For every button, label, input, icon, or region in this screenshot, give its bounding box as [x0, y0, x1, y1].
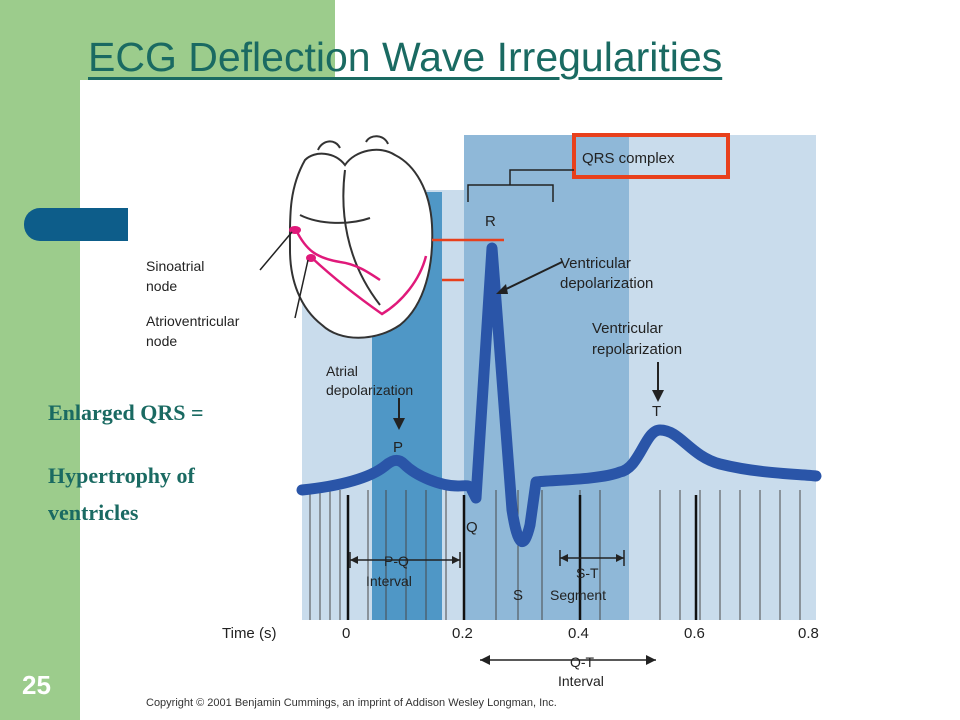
time-tick-0-4: 0.4 [568, 625, 589, 642]
body-line-hypertrophy: Hypertrophy of [48, 463, 195, 488]
qt-interval-label-1: Q-T [570, 654, 595, 670]
st-segment-label-1: S-T [576, 565, 599, 581]
qrs-bracket-stem [509, 169, 574, 185]
qt-arrow-right [646, 655, 656, 665]
st-segment-label-2: Segment [550, 587, 606, 603]
decorative-tab [24, 208, 128, 241]
heart-illustration [288, 135, 434, 339]
ventricular-depolarization-arrowhead [496, 284, 508, 294]
ventricular-depolarization-label-2: depolarization [560, 275, 653, 292]
atrial-depolarization-label-1: Atrial [326, 363, 358, 379]
pq-interval-label-1: P-Q [384, 553, 409, 569]
pq-arrow-right [452, 556, 460, 564]
qt-arrow-left [480, 655, 490, 665]
ventricular-repolarization-label-2: repolarization [592, 341, 682, 358]
s-wave-label: S [513, 587, 523, 604]
time-axis-label: Time (s) [222, 625, 276, 642]
ecg-figure: QRS complex R P Q S T Ventricular depola… [140, 130, 840, 714]
body-line-enlarged-qrs: Enlarged QRS = [48, 400, 204, 425]
pq-interval-label-2: Interval [366, 573, 412, 589]
major-grid-lines [346, 495, 698, 620]
qrs-band [464, 135, 629, 620]
ventricular-repolarization-arrowhead [652, 390, 664, 402]
top-accent-band [0, 0, 335, 80]
slide-title: ECG Deflection Wave Irregularities [88, 34, 723, 80]
sinoatrial-node-label-2: node [146, 278, 177, 294]
atrioventricular-node-label-2: node [146, 333, 177, 349]
time-tick-0-6: 0.6 [684, 625, 705, 642]
sinoatrial-node-label-1: Sinoatrial [146, 258, 204, 274]
st-arrow-right [616, 554, 624, 562]
atrioventricular-node-label-1: Atrioventricular [146, 313, 240, 329]
p-wave-label: P [393, 439, 403, 456]
sinoatrial-pointer [259, 231, 293, 271]
atrial-depolarization-label-2: depolarization [326, 382, 413, 398]
copyright-line: Copyright © 2001 Benjamin Cummings, an i… [146, 697, 557, 709]
pq-arrow-left [350, 556, 358, 564]
qt-interval-label-2: Interval [558, 673, 604, 689]
r-wave-label: R [485, 213, 496, 230]
ecg-trace [296, 242, 822, 548]
st-arrow-left [560, 554, 568, 562]
left-accent-bar [0, 0, 80, 720]
ventricular-repolarization-label-1: Ventricular [592, 320, 663, 337]
time-tick-0: 0 [342, 625, 350, 642]
body-line-ventricles: ventricles [48, 500, 139, 525]
qrs-highlight-box [572, 133, 730, 179]
ecg-diagram: QRS complex R P Q S T Ventricular depola… [146, 133, 822, 709]
page-number: 25 [22, 670, 51, 700]
qrs-complex-label: QRS complex [582, 150, 675, 167]
t-wave-label: T [652, 403, 661, 420]
time-tick-0-2: 0.2 [452, 625, 473, 642]
q-wave-label: Q [466, 519, 478, 536]
atrioventricular-pointer [294, 259, 309, 319]
time-tick-0-8: 0.8 [798, 625, 819, 642]
ventricular-depolarization-arrow [499, 261, 563, 293]
atrioventricular-node-dot [306, 254, 316, 262]
grid-lines [309, 490, 801, 620]
ventricular-depolarization-label-1: Ventricular [560, 255, 631, 272]
atrial-depolarization-arrowhead [393, 418, 405, 430]
conduction-pathway [294, 229, 428, 316]
